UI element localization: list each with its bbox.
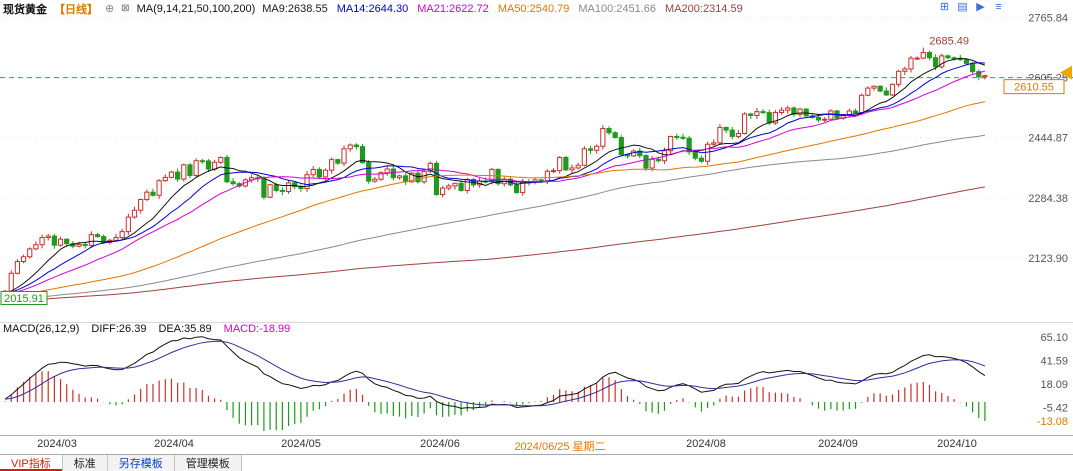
price-axis-label: 2444.87 [1028, 133, 1068, 145]
peak-price-label: 2685.49 [929, 36, 969, 48]
chart-toolbar: ⊞ ▤ ▶ ≡ [938, 1, 1005, 14]
ma-lines [4, 57, 986, 303]
ma-legend-item: MA21:2622.72 [417, 2, 489, 15]
macd-diff-value: DIFF:26.39 [91, 323, 147, 335]
period-label[interactable]: 【日线】 [54, 3, 98, 16]
grid [0, 16, 1073, 436]
tab-4[interactable]: 管理模板 [174, 455, 242, 471]
ma-legend-item: MA100:2451.66 [578, 2, 657, 15]
template-tabs: VIP指标 标准 另存模板 管理模板 [0, 454, 1073, 471]
macd-pane [4, 336, 986, 432]
macd-label[interactable]: MACD(26,12,9) [3, 323, 80, 335]
indicator-settings-icon[interactable]: ⊠ [121, 3, 130, 14]
x-axis-selected-date: 2024/06/25 星期二 [514, 441, 606, 453]
open-price-tag [0, 290, 48, 305]
candlestick-chart[interactable]: 2765.842605.252444.872284.382123.902685.… [0, 0, 1073, 454]
tab-3[interactable]: 另存模板 [107, 455, 175, 471]
axis-labels: 2765.842605.252444.872284.382123.902685.… [0, 12, 1072, 428]
x-axis-label: 2024/04 [154, 438, 194, 450]
x-axis-label: 2024/05 [281, 438, 321, 450]
link-icon[interactable]: ⊕ [105, 3, 115, 15]
ma-settings-label[interactable]: MA(9,14,21,50,100,200) [136, 2, 256, 15]
candles [2, 47, 988, 297]
macd-dea-value: DEA:35.89 [158, 323, 212, 335]
ma-legend-item: MA14:2644.30 [336, 2, 409, 15]
price-marker-icon[interactable] [1060, 65, 1072, 80]
symbol-title: 现货黄金 [3, 3, 47, 16]
x-axis-label: 2024/08 [686, 438, 726, 450]
macd-axis-label: 18.09 [1040, 379, 1068, 391]
x-axis-label: 2024/06 [420, 438, 460, 450]
svg-text:2610.55: 2610.55 [1014, 82, 1054, 94]
macd-axis-label: 65.10 [1040, 332, 1068, 344]
price-axis-label: 2284.38 [1028, 193, 1068, 205]
ma-legend-item: MA50:2540.79 [497, 2, 570, 15]
ma-legend-item: MA9:2638.55 [262, 2, 328, 15]
x-axis-label: 2024/09 [818, 438, 858, 450]
tab-1[interactable]: VIP指标 [0, 455, 63, 471]
macd-header: MACD(26,12,9) DIFF:26.39 DEA:35.89 MACD:… [3, 323, 290, 335]
chart-grid-icon[interactable]: ▤ [957, 1, 968, 13]
price-axis-label: 2765.84 [1028, 12, 1068, 24]
macd-axis-label: -5.42 [1043, 402, 1068, 414]
current-price-tag [1003, 79, 1065, 95]
x-axis: 2024/03 2024/04 2024/05 2024/06 2024/06/25 星… [0, 438, 1073, 453]
svg-text:2015.91: 2015.91 [4, 293, 44, 305]
ma-legend: MA9:2638.55 MA14:2644.30 MA21:2622.72 MA50:… [262, 3, 742, 15]
tab-2[interactable]: 标准 [62, 455, 108, 471]
x-axis-label: 2024/03 [37, 438, 77, 450]
play-icon[interactable]: ▶ [976, 1, 985, 13]
chart-header: 现货黄金 【日线】 ⊕ ⊠ MA(9,14,21,50,100,200) MA9… [3, 1, 743, 16]
macd-axis-label: 41.59 [1040, 355, 1068, 367]
price-axis-label: 2123.90 [1028, 253, 1068, 265]
add-panel-icon[interactable]: ⊞ [939, 1, 950, 13]
macd-value: MACD:-18.99 [223, 323, 291, 335]
ma-legend-item: MA200:2314.59 [665, 2, 743, 15]
menu-icon[interactable]: ≡ [995, 1, 1002, 13]
x-axis-label: 2024/10 [937, 438, 977, 450]
macd-current-value: -13.08 [1037, 416, 1068, 428]
